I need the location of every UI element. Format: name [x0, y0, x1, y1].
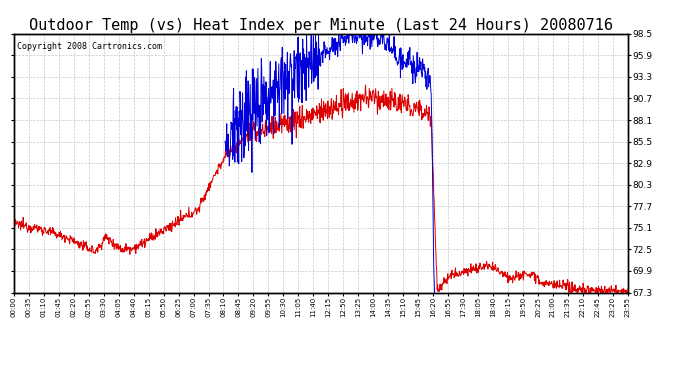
- Text: Copyright 2008 Cartronics.com: Copyright 2008 Cartronics.com: [17, 42, 162, 51]
- Title: Outdoor Temp (vs) Heat Index per Minute (Last 24 Hours) 20080716: Outdoor Temp (vs) Heat Index per Minute …: [29, 18, 613, 33]
